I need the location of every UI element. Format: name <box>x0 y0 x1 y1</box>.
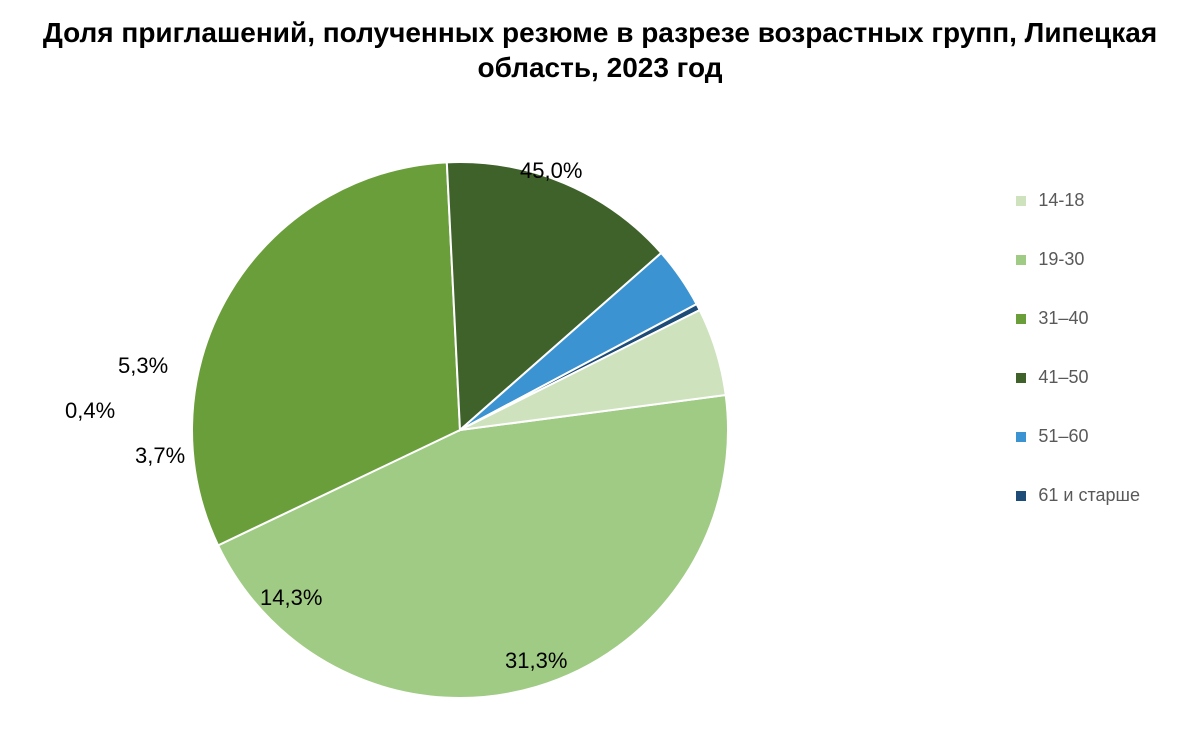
legend-label: 61 и старше <box>1038 485 1140 506</box>
slice-label: 5,3% <box>118 353 168 379</box>
legend-item: 14-18 <box>1016 190 1140 211</box>
legend: 14-18 19-30 31–40 41–50 51–60 61 и старше <box>1016 190 1140 506</box>
legend-swatch <box>1016 314 1026 324</box>
slice-label: 3,7% <box>135 443 185 469</box>
legend-item: 61 и старше <box>1016 485 1140 506</box>
legend-item: 51–60 <box>1016 426 1140 447</box>
legend-item: 31–40 <box>1016 308 1140 329</box>
legend-swatch <box>1016 196 1026 206</box>
slice-label: 31,3% <box>505 648 567 674</box>
chart-container: Доля приглашений, полученных резюме в ра… <box>0 0 1200 750</box>
legend-item: 41–50 <box>1016 367 1140 388</box>
legend-swatch <box>1016 432 1026 442</box>
legend-label: 14-18 <box>1038 190 1084 211</box>
slice-label: 14,3% <box>260 585 322 611</box>
chart-title: Доля приглашений, полученных резюме в ра… <box>0 15 1200 85</box>
slice-label: 0,4% <box>65 398 115 424</box>
legend-label: 31–40 <box>1038 308 1088 329</box>
legend-swatch <box>1016 373 1026 383</box>
legend-label: 51–60 <box>1038 426 1088 447</box>
legend-label: 19-30 <box>1038 249 1084 270</box>
legend-swatch <box>1016 491 1026 501</box>
legend-label: 41–50 <box>1038 367 1088 388</box>
legend-item: 19-30 <box>1016 249 1140 270</box>
legend-swatch <box>1016 255 1026 265</box>
slice-label: 45,0% <box>520 158 582 184</box>
